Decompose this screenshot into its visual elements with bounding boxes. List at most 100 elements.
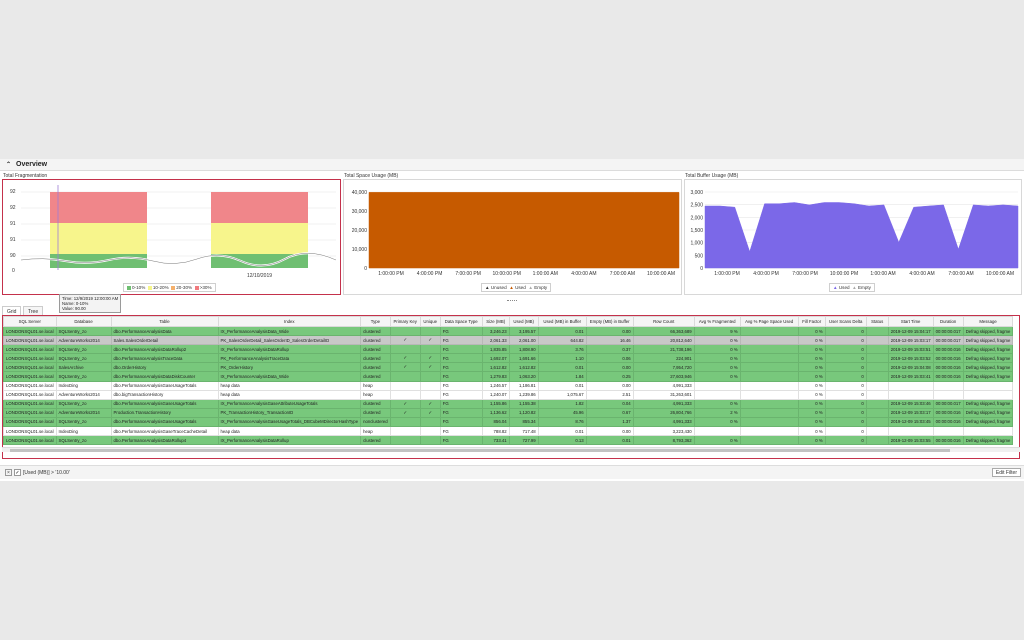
x-tick-label: 7:00:00 AM bbox=[610, 271, 635, 277]
tab-grid[interactable]: Grid bbox=[2, 306, 22, 315]
table-cell bbox=[389, 325, 421, 337]
fragmentation-chart[interactable]: 92 92 91 91 90 0 12/10/2019 Time: 12/9/2… bbox=[2, 179, 341, 313]
table-cell bbox=[419, 389, 441, 400]
table-cell bbox=[739, 398, 799, 409]
table-row[interactable]: LONDONSQL01.se.local SQLSentry_zo dbo.Perf… bbox=[3, 353, 1014, 364]
table-cell: dbo.PerformanceAnalysisGaseUsageTotals bbox=[110, 398, 219, 409]
table-cell: 0 % bbox=[797, 435, 826, 446]
column-header[interactable]: Duration bbox=[932, 316, 964, 327]
table-cell: IX_PerformanceAnalysisGaseUsageTotals_DB… bbox=[217, 416, 362, 428]
filter-expression[interactable]: [Used (MB)] > '10.00' bbox=[23, 470, 70, 476]
column-header[interactable]: Data Space Type bbox=[439, 316, 483, 327]
chevron-up-icon[interactable]: ⌃ bbox=[6, 162, 12, 168]
table-cell: 2019-12-09 15:03:17 bbox=[887, 407, 934, 418]
table-cell bbox=[932, 389, 964, 400]
table-cell: FG bbox=[439, 398, 483, 409]
column-header[interactable]: Avg % Fragmented bbox=[693, 316, 741, 327]
table-cell: 2019-12-09 15:03:46 bbox=[887, 398, 934, 409]
column-header[interactable]: Used (MB) in Buffer bbox=[537, 316, 587, 327]
space-usage-chart[interactable]: 40,000 30,000 20,000 10,000 0 1:00:00 PM 4:00… bbox=[343, 179, 682, 295]
x-tick-label: 7:00:00 PM bbox=[455, 271, 481, 277]
y-tick-label: 2,000 bbox=[690, 215, 703, 221]
table-cell: FG bbox=[439, 335, 483, 346]
column-header[interactable]: Message bbox=[962, 316, 1014, 327]
filter-enabled-checkbox[interactable]: ✓ bbox=[14, 469, 21, 476]
frag-band-over30-a bbox=[50, 192, 147, 223]
legend-label: Used bbox=[838, 285, 850, 290]
table-cell: 0 bbox=[824, 335, 867, 346]
panel-splitter[interactable] bbox=[507, 300, 517, 302]
table-row[interactable]: LONDONSQL01.se.local SQLSentry_zo dbo.Perf… bbox=[3, 416, 1014, 428]
x-tick-label: 10:00:00 AM bbox=[647, 271, 675, 277]
column-header[interactable]: Database bbox=[55, 316, 112, 327]
column-header[interactable]: Primary Key bbox=[389, 316, 421, 327]
column-header[interactable]: Table bbox=[110, 316, 219, 327]
table-cell: 1,075.67 bbox=[537, 389, 587, 400]
table-cell: 1,612.82 bbox=[481, 362, 510, 373]
tooltip-value: Value: 90.00 bbox=[62, 306, 86, 311]
frag-ytick: 91 bbox=[10, 237, 16, 243]
frag-band-0-10-b bbox=[211, 254, 308, 268]
grid-horizontal-scrollbar[interactable] bbox=[2, 447, 1020, 452]
column-header[interactable]: Type bbox=[360, 316, 391, 327]
table-cell: 0.01 bbox=[537, 325, 587, 337]
table-cell bbox=[739, 407, 799, 418]
table-row[interactable]: LONDONSQL01.se.local AdventureWorks2014 db… bbox=[3, 389, 1014, 400]
table-cell bbox=[389, 426, 421, 437]
y-tick-label: 10,000 bbox=[352, 247, 368, 253]
table-cell bbox=[389, 380, 421, 391]
buffer-usage-title: Total Buffer Usage (MB) bbox=[685, 173, 739, 179]
table-cell bbox=[962, 389, 1014, 400]
tooltip-name: Name: 0-10% bbox=[62, 301, 89, 306]
column-header[interactable]: Status bbox=[865, 316, 889, 327]
column-header[interactable]: SQL Server bbox=[3, 316, 57, 327]
table-row[interactable]: LONDONSQL01.se.local IndexDing dbo.Perform… bbox=[3, 426, 1014, 437]
table-cell: 0.01 bbox=[537, 362, 587, 373]
column-header[interactable]: Used (MB) bbox=[508, 316, 539, 327]
frag-band-10-20-a bbox=[50, 223, 147, 254]
column-header[interactable]: Size (MB) bbox=[481, 316, 510, 327]
table-row[interactable]: LONDONSQL01.se.local AdventureWorks2014 Sa… bbox=[3, 335, 1014, 346]
table-row[interactable]: LONDONSQL01.se.local IndexDing dbo.Perform… bbox=[3, 380, 1014, 391]
column-header[interactable]: Unique bbox=[419, 316, 441, 327]
table-row[interactable]: LONDONSQL01.se.local SQLSentry_zo dbo.Perf… bbox=[3, 325, 1014, 337]
column-header[interactable]: Row Count bbox=[632, 316, 695, 327]
table-cell: FG bbox=[439, 416, 483, 428]
table-cell: 2,061.33 bbox=[481, 335, 510, 346]
table-cell: 0 bbox=[824, 371, 867, 382]
tab-tree[interactable]: Tree bbox=[23, 306, 44, 315]
table-cell: ✓ bbox=[389, 335, 421, 346]
space-usage-title: Total Space Usage (MB) bbox=[344, 173, 399, 179]
table-cell: FG bbox=[439, 407, 483, 418]
table-cell: 1,120.82 bbox=[508, 407, 539, 418]
series-area-used[interactable] bbox=[368, 192, 680, 269]
buffer-usage-chart[interactable]: 3,000 2,500 2,000 1,500 1,000 500 0 1:00:00 PM… bbox=[684, 179, 1022, 295]
table-cell: 8,793,362 bbox=[632, 435, 695, 446]
table-cell: 66,363,689 bbox=[632, 325, 695, 337]
column-header[interactable]: Start Time bbox=[887, 316, 934, 327]
table-cell bbox=[419, 371, 441, 382]
table-cell: 717.48 bbox=[508, 426, 539, 437]
column-header[interactable]: User Scans Delta bbox=[824, 316, 867, 327]
table-row[interactable]: LONDONSQL01.se.local SQLSentry_zo dbo.Perf… bbox=[3, 398, 1014, 409]
overview-header[interactable]: ⌃ Overview bbox=[0, 159, 1024, 171]
table-row[interactable]: LONDONSQL01.se.local SQLSentry_zo dbo.Perf… bbox=[3, 344, 1014, 355]
column-header[interactable]: Empty (MB) in Buffer bbox=[585, 316, 634, 327]
table-row[interactable]: LONDONSQL01.se.local SQLSentry_zo dbo.Perf… bbox=[3, 371, 1014, 382]
table-cell: LONDONSQL01.se.local bbox=[3, 335, 57, 346]
table-cell bbox=[739, 353, 799, 364]
table-row[interactable]: LONDONSQL01.se.local SalesArchive dbo.Orde… bbox=[3, 362, 1014, 373]
clear-filter-icon[interactable]: × bbox=[5, 469, 12, 476]
table-row[interactable]: LONDONSQL01.se.local SQLSentry_zo dbo.Perf… bbox=[3, 435, 1014, 446]
table-cell: 0 % bbox=[797, 335, 826, 346]
table-row[interactable]: LONDONSQL01.se.local AdventureWorks2014 Pr… bbox=[3, 407, 1014, 418]
column-header[interactable]: Fill Factor bbox=[797, 316, 826, 327]
edit-filter-button[interactable]: Edit Filter bbox=[991, 468, 1021, 477]
series-area-used[interactable] bbox=[704, 202, 1019, 269]
table-cell: Defrag skipped, fragme bbox=[962, 416, 1014, 428]
column-header[interactable]: Avg % Page Space Used bbox=[739, 316, 799, 327]
column-header[interactable]: Index bbox=[217, 316, 362, 327]
scrollbar-thumb[interactable] bbox=[10, 449, 950, 452]
table-cell: IndexDing bbox=[55, 380, 112, 391]
table-cell: SQLSentry_zo bbox=[55, 398, 112, 409]
